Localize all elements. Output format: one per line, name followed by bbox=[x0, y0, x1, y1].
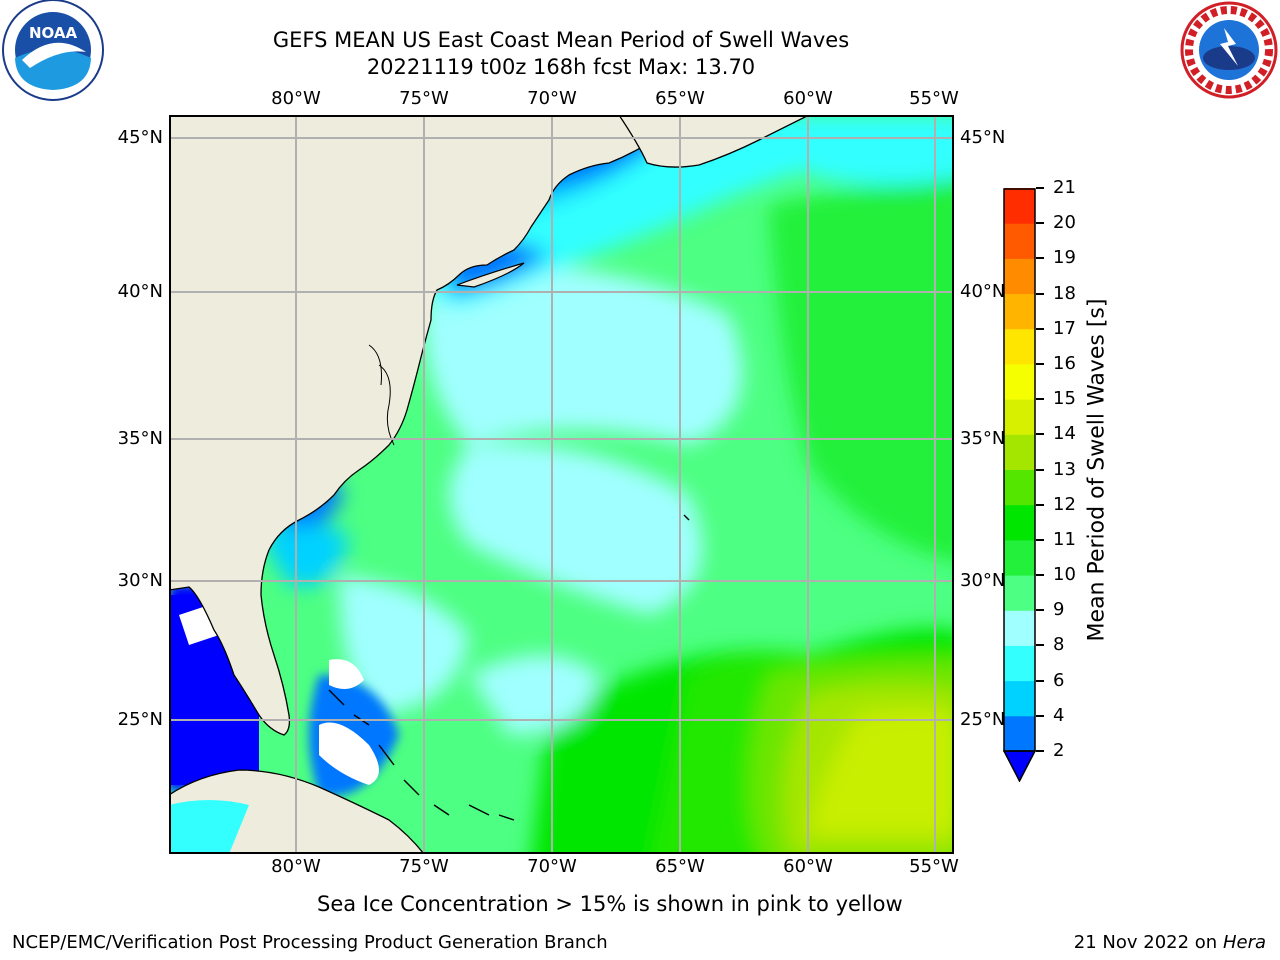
colorbar-tick-mark bbox=[1036, 292, 1044, 295]
lat-tick-left: 30°N bbox=[117, 570, 163, 591]
colorbar-tick-label: 8 bbox=[1053, 634, 1065, 656]
colorbar-tick-mark bbox=[1036, 327, 1044, 330]
colorbar-bin bbox=[1004, 258, 1035, 295]
lon-tick-top: 80°W bbox=[271, 88, 321, 109]
coastline-details bbox=[368, 344, 395, 446]
bahamas-bank-no-data bbox=[319, 722, 379, 785]
lat-tick-right: 45°N bbox=[960, 127, 1006, 148]
map-frame bbox=[169, 115, 954, 854]
noaa-logo: NOAA bbox=[0, 0, 106, 106]
colorbar-bin bbox=[1004, 575, 1035, 611]
swell-period-map[interactable] bbox=[169, 115, 954, 854]
colorbar-tick-mark bbox=[1036, 187, 1044, 189]
map-title: GEFS MEAN US East Coast Mean Period of S… bbox=[272, 28, 850, 52]
colorbar-tick-mark bbox=[1036, 222, 1044, 225]
colorbar-bin bbox=[1004, 328, 1035, 365]
national-weather-service-logo bbox=[1178, 0, 1280, 102]
colorbar-bin bbox=[1004, 680, 1035, 717]
lon-tick-bottom: 55°W bbox=[909, 856, 959, 877]
colorbar-tick-mark bbox=[1036, 679, 1044, 682]
colorbar-bin bbox=[1004, 645, 1035, 682]
land-north-america bbox=[169, 115, 690, 736]
lat-tick-right: 25°N bbox=[960, 709, 1006, 730]
colorbar-outline bbox=[1003, 188, 1036, 752]
colorbar-tick-label: 12 bbox=[1053, 493, 1076, 515]
colorbar-tick-label: 6 bbox=[1053, 669, 1065, 691]
colorbar-tick-label: 10 bbox=[1053, 564, 1076, 586]
lat-tick-left: 40°N bbox=[117, 281, 163, 302]
land-long-island bbox=[456, 262, 525, 288]
colorbar-tick-label: 9 bbox=[1053, 599, 1065, 621]
colorbar-bin bbox=[1004, 293, 1035, 330]
lat-tick-left: 45°N bbox=[117, 127, 163, 148]
date-stamp: 21 Nov 2022 on Hera bbox=[1074, 932, 1266, 954]
lon-tick-bottom: 70°W bbox=[527, 856, 577, 877]
lon-tick-top: 65°W bbox=[655, 88, 705, 109]
lon-tick-bottom: 80°W bbox=[271, 856, 321, 877]
lat-tick-right: 35°N bbox=[960, 428, 1006, 449]
colorbar-tick-label: 16 bbox=[1053, 352, 1076, 374]
lon-tick-top: 75°W bbox=[399, 88, 449, 109]
noaa-logo-text: NOAA bbox=[29, 24, 78, 42]
lat-tick-right: 30°N bbox=[960, 570, 1006, 591]
colorbar-tick-mark bbox=[1036, 538, 1044, 541]
colorbar-tick-mark bbox=[1036, 433, 1044, 436]
colorbar-tick-mark bbox=[1036, 750, 1044, 752]
colorbar-tick-label: 18 bbox=[1053, 282, 1076, 304]
map-subtitle: 20221119 t00z 168h fcst Max: 13.70 bbox=[366, 55, 756, 79]
colorbar-bin bbox=[1004, 539, 1035, 576]
colorbar-bin bbox=[1004, 504, 1035, 541]
land-maritimes bbox=[618, 115, 810, 168]
colorbar-tick-label: 19 bbox=[1053, 247, 1076, 269]
colorbar-tick-label: 20 bbox=[1053, 212, 1076, 234]
colorbar-tick-label: 15 bbox=[1053, 388, 1076, 410]
colorbar-tick-label: 4 bbox=[1053, 704, 1065, 726]
colorbar bbox=[1002, 188, 1037, 783]
colorbar-tick-label: 17 bbox=[1053, 317, 1076, 339]
colorbar-bin bbox=[1004, 399, 1035, 435]
machine-name: Hera bbox=[1222, 932, 1266, 953]
lat-tick-left: 35°N bbox=[117, 428, 163, 449]
colorbar-bin bbox=[1004, 363, 1035, 400]
colorbar-tick-mark bbox=[1036, 714, 1044, 717]
colorbar-tick-label: 21 bbox=[1053, 177, 1076, 198]
colorbar-tick-mark bbox=[1036, 609, 1044, 612]
colorbar-tick-label: 14 bbox=[1053, 423, 1076, 445]
colorbar-bin bbox=[1004, 188, 1035, 224]
colorbar-title: Mean Period of Swell Waves [s] bbox=[1084, 298, 1110, 642]
lon-tick-bottom: 60°W bbox=[783, 856, 833, 877]
lon-tick-bottom: 65°W bbox=[655, 856, 705, 877]
lon-tick-bottom: 75°W bbox=[399, 856, 449, 877]
colorbar-tick-label: 2 bbox=[1053, 740, 1065, 761]
colorbar-tick-mark bbox=[1036, 257, 1044, 260]
bahamas-bank-no-data bbox=[329, 659, 364, 689]
lon-tick-top: 60°W bbox=[783, 88, 833, 109]
colorbar-tick-mark bbox=[1036, 503, 1044, 506]
colorbar-tick-mark bbox=[1036, 644, 1044, 647]
colorbar-bin bbox=[1004, 223, 1035, 259]
colorbar-bin bbox=[1004, 434, 1035, 470]
colorbar-tick-mark bbox=[1036, 468, 1044, 471]
sea-ice-note: Sea Ice Concentration > 15% is shown in … bbox=[317, 892, 903, 916]
colorbar-tick-label: 13 bbox=[1053, 458, 1076, 480]
colorbar-tick-mark bbox=[1036, 362, 1044, 365]
colorbar-tick-mark bbox=[1036, 574, 1044, 577]
colorbar-tick-label: 11 bbox=[1053, 528, 1076, 550]
graticule bbox=[169, 115, 954, 854]
lon-tick-top: 70°W bbox=[527, 88, 577, 109]
cuba-shelf-water bbox=[169, 800, 249, 854]
lat-tick-left: 25°N bbox=[117, 709, 163, 730]
lat-tick-right: 40°N bbox=[960, 281, 1006, 302]
credit-text: NCEP/EMC/Verification Post Processing Pr… bbox=[12, 932, 608, 953]
date-text: 21 Nov 2022 on bbox=[1073, 932, 1218, 953]
colorbar-bin bbox=[1004, 610, 1035, 646]
colorbar-under-triangle bbox=[1002, 750, 1037, 783]
colorbar-bin bbox=[1004, 469, 1035, 506]
lon-tick-top: 55°W bbox=[909, 88, 959, 109]
colorbar-tick-mark bbox=[1036, 398, 1044, 401]
colorbar-bin bbox=[1004, 715, 1035, 752]
